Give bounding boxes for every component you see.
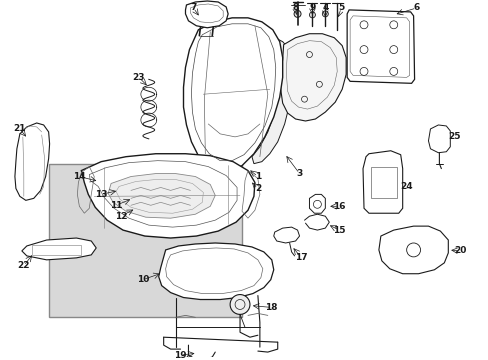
Polygon shape [22,238,96,260]
Polygon shape [159,243,273,300]
Text: 12: 12 [115,212,127,221]
Text: 10: 10 [136,275,149,284]
Polygon shape [15,123,49,200]
Circle shape [293,10,301,17]
Text: 7: 7 [190,4,196,13]
Circle shape [322,11,327,17]
Polygon shape [108,174,215,218]
Bar [370,167,396,198]
Text: 19: 19 [174,351,186,360]
Polygon shape [362,151,402,213]
Text: 2: 2 [254,184,261,193]
Polygon shape [183,18,282,172]
Text: 21: 21 [14,125,26,134]
Polygon shape [81,154,254,238]
Polygon shape [251,38,293,164]
Polygon shape [346,10,414,83]
Polygon shape [280,34,346,121]
Text: 20: 20 [453,246,466,255]
Text: 16: 16 [332,202,345,211]
Circle shape [309,12,315,18]
Text: 24: 24 [400,182,412,191]
Circle shape [230,294,249,314]
Text: 25: 25 [447,132,460,141]
Bar [48,164,242,318]
Polygon shape [185,1,228,28]
Text: 13: 13 [95,190,107,199]
Text: 1: 1 [254,172,261,181]
Text: 22: 22 [18,261,30,270]
Text: 4: 4 [322,4,328,13]
Text: 15: 15 [332,226,345,235]
Text: 3: 3 [296,169,302,178]
Text: 9: 9 [308,4,315,13]
Text: 18: 18 [265,303,278,312]
Text: 17: 17 [295,253,307,262]
Polygon shape [427,125,449,153]
Polygon shape [273,227,299,243]
Text: 5: 5 [337,4,344,13]
Text: 14: 14 [73,172,85,181]
Text: 23: 23 [132,73,145,82]
Polygon shape [378,226,447,274]
Bar [32,245,81,255]
Text: 11: 11 [110,201,122,210]
Text: 6: 6 [412,4,419,13]
Text: 8: 8 [292,4,298,13]
